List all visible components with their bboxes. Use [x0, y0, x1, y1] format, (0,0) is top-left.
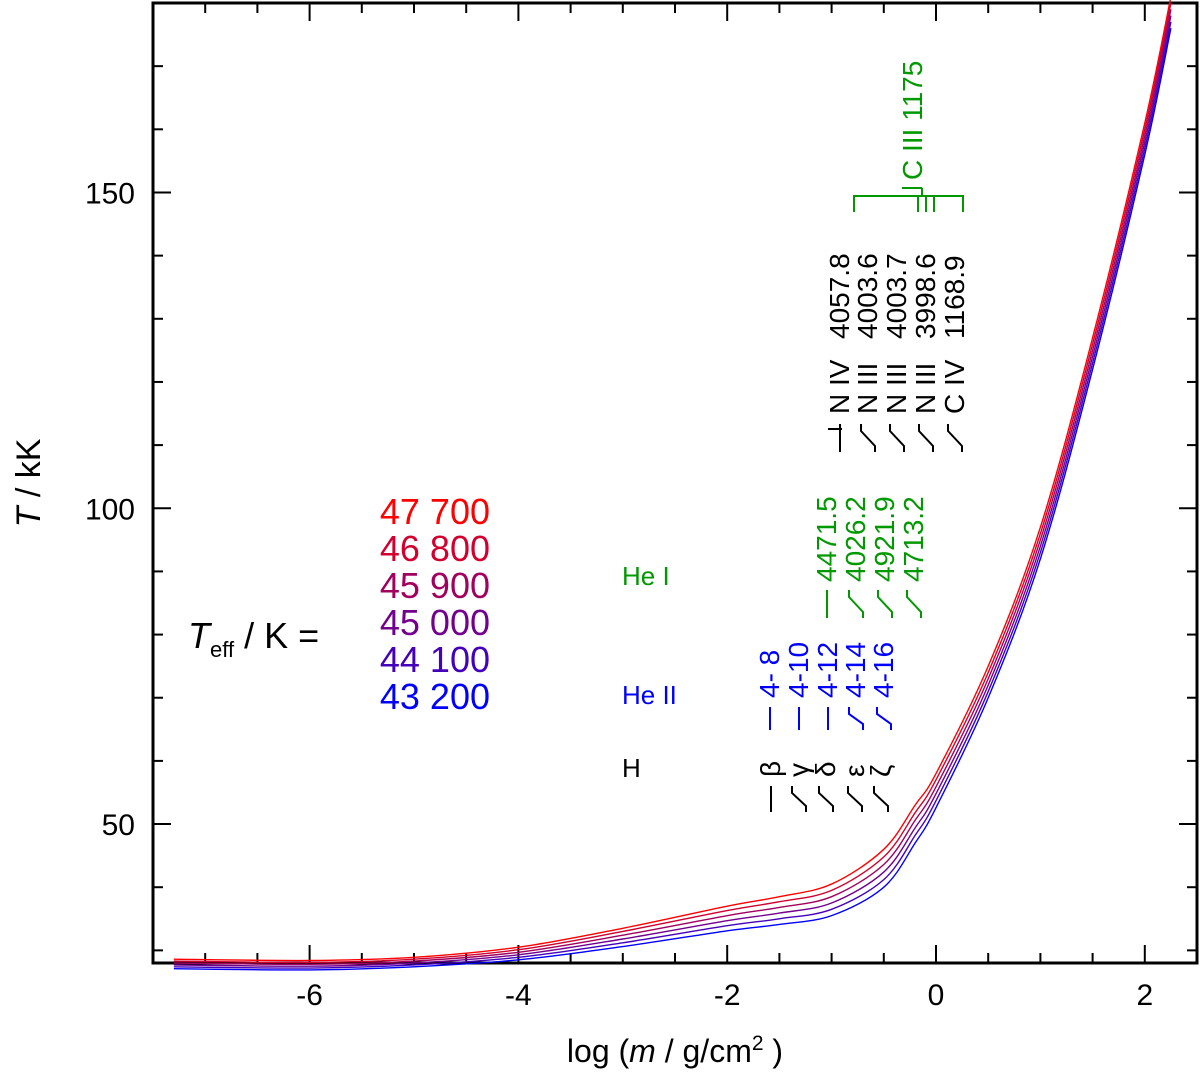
legend-entry: 44 100	[380, 639, 490, 680]
metal-wavelength-label: 4003.6	[852, 253, 883, 339]
group-label: He I	[622, 561, 670, 591]
x-tick-label: -4	[505, 979, 532, 1012]
h-line-label: β	[755, 761, 786, 777]
line-marker	[848, 707, 864, 730]
legend-entry: 45 000	[380, 602, 490, 643]
line-marker	[876, 707, 892, 730]
axis-ticks: -6 -4 -2 0 2 50 100 150	[85, 2, 1198, 1012]
legend-entry: 45 900	[380, 565, 490, 606]
line-marker	[918, 424, 934, 452]
he1-line-label: 4471.5	[811, 496, 842, 582]
h-line-label: γ	[783, 763, 814, 777]
series-line-2	[173, 2, 1172, 964]
line-marker	[848, 590, 864, 618]
metal-ion-label: C IV	[939, 359, 970, 414]
h-line-label: δ	[810, 761, 841, 777]
series-group	[173, 0, 1172, 971]
line-marker	[791, 786, 807, 812]
he2-line-label: 4-10	[783, 642, 814, 698]
legend-entry: 46 800	[380, 528, 490, 569]
he1-line-label: 4713.2	[898, 496, 929, 582]
line-marker	[906, 590, 922, 618]
y-axis-label: T / kK	[10, 438, 48, 527]
metal-wavelength-label: 3998.6	[910, 253, 941, 339]
line-marker	[873, 786, 889, 812]
legend-entry: 47 700	[380, 491, 490, 532]
line-marker	[860, 424, 876, 452]
series-line-4	[173, 15, 1172, 967]
metal-wavelength-label: 1168.9	[939, 255, 970, 339]
y-tick-label: 100	[85, 493, 135, 526]
metal-ion-label: N III	[910, 363, 941, 414]
he2-line-label: 4-12	[812, 642, 843, 698]
metal-ion-label: N IV	[824, 359, 855, 414]
series-line-1	[173, 0, 1171, 962]
group-label: He II	[622, 680, 677, 710]
he1-line-label: 4921.9	[869, 496, 900, 582]
x-tick-label: 2	[1136, 979, 1153, 1012]
line-marker	[818, 786, 834, 812]
x-tick-label: -2	[714, 979, 741, 1012]
group-label: H	[622, 753, 641, 783]
plot-frame	[151, 1, 1199, 965]
he2-line-label: 4-14	[840, 642, 871, 698]
legend-title: Teff / K =	[188, 615, 319, 662]
metal-ion-label: N III	[881, 363, 912, 414]
h-line-label: ζ	[865, 765, 896, 777]
x-axis-label: log (m / g/cm2 )	[567, 1032, 783, 1069]
line-marker	[847, 786, 863, 812]
y-tick-label: 150	[85, 177, 135, 210]
he1-line-label: 4026.2	[840, 496, 871, 582]
x-tick-label: -6	[296, 979, 323, 1012]
line-marker	[947, 424, 963, 452]
legend-entry: 43 200	[380, 676, 490, 717]
c3-bracket	[853, 195, 964, 212]
metal-ion-label: N III	[852, 363, 883, 414]
he2-line-label: 4- 8	[754, 650, 785, 698]
c3-line-label: C III 1175	[897, 61, 928, 180]
x-tick-label: 0	[928, 979, 945, 1012]
series-line-5	[173, 21, 1172, 969]
series-line-3	[173, 9, 1172, 966]
series-line-6	[173, 28, 1172, 971]
h-line-label: ε	[839, 765, 870, 777]
metal-wavelength-label: 4057.8	[824, 253, 855, 339]
line-marker	[889, 424, 905, 452]
metal-wavelength-label: 4003.7	[881, 253, 912, 339]
y-tick-label: 50	[102, 809, 135, 842]
he2-line-label: 4-16	[868, 642, 899, 698]
line-marker	[877, 590, 893, 618]
